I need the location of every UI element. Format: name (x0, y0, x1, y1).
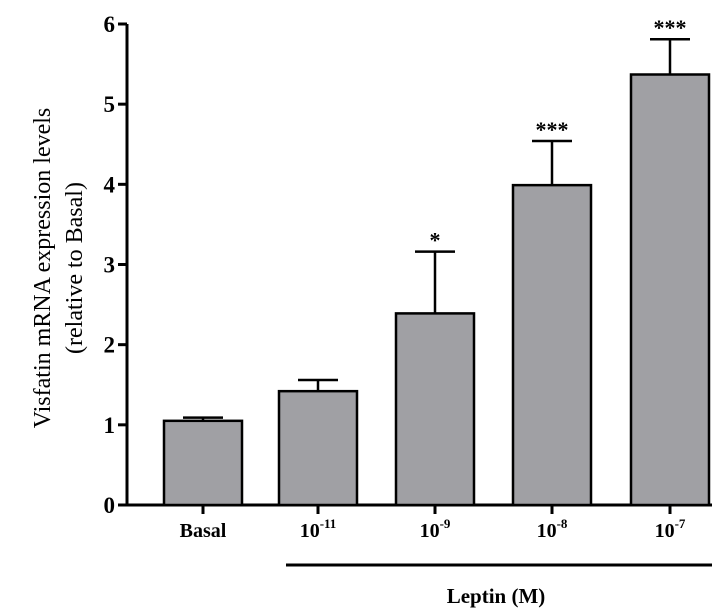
y-tick-label: 5 (104, 92, 116, 117)
x-tick-label: 10-11 (300, 516, 337, 542)
bar (277, 389, 359, 507)
y-axis-label-line1: Visfatin mRNA expression levels (30, 108, 56, 429)
y-axis-label-line2: (relative to Basal) (62, 182, 88, 354)
significance-marks: ******* (430, 15, 687, 252)
y-tick-label: 4 (104, 172, 116, 197)
x-tick-label: 10-7 (655, 516, 686, 542)
y-tick-label: 6 (104, 12, 116, 37)
leptin-group-label: Leptin (M) (447, 584, 546, 608)
y-tick-label: 2 (104, 333, 116, 358)
bars (162, 73, 711, 507)
y-tick-label: 0 (104, 493, 116, 518)
significance-label: *** (654, 15, 687, 40)
y-tick-label: 3 (104, 253, 116, 278)
x-tick-label: Basal (180, 520, 227, 542)
bar (629, 73, 711, 507)
y-axis-label: Visfatin mRNA expression levels (relativ… (30, 108, 88, 429)
significance-label: *** (536, 117, 569, 142)
error-bars (183, 37, 690, 421)
bar (394, 312, 476, 507)
y-ticks: 0 1 2 3 4 5 6 (104, 12, 127, 518)
x-tick-labels: Basal 10-11 10-9 10-8 10-7 (180, 505, 686, 542)
x-tick-label: 10-8 (537, 516, 568, 542)
significance-label: * (430, 228, 441, 253)
y-tick-label: 1 (104, 413, 116, 438)
bar (511, 183, 593, 507)
bar (162, 419, 244, 507)
x-tick-label: 10-9 (420, 516, 451, 542)
